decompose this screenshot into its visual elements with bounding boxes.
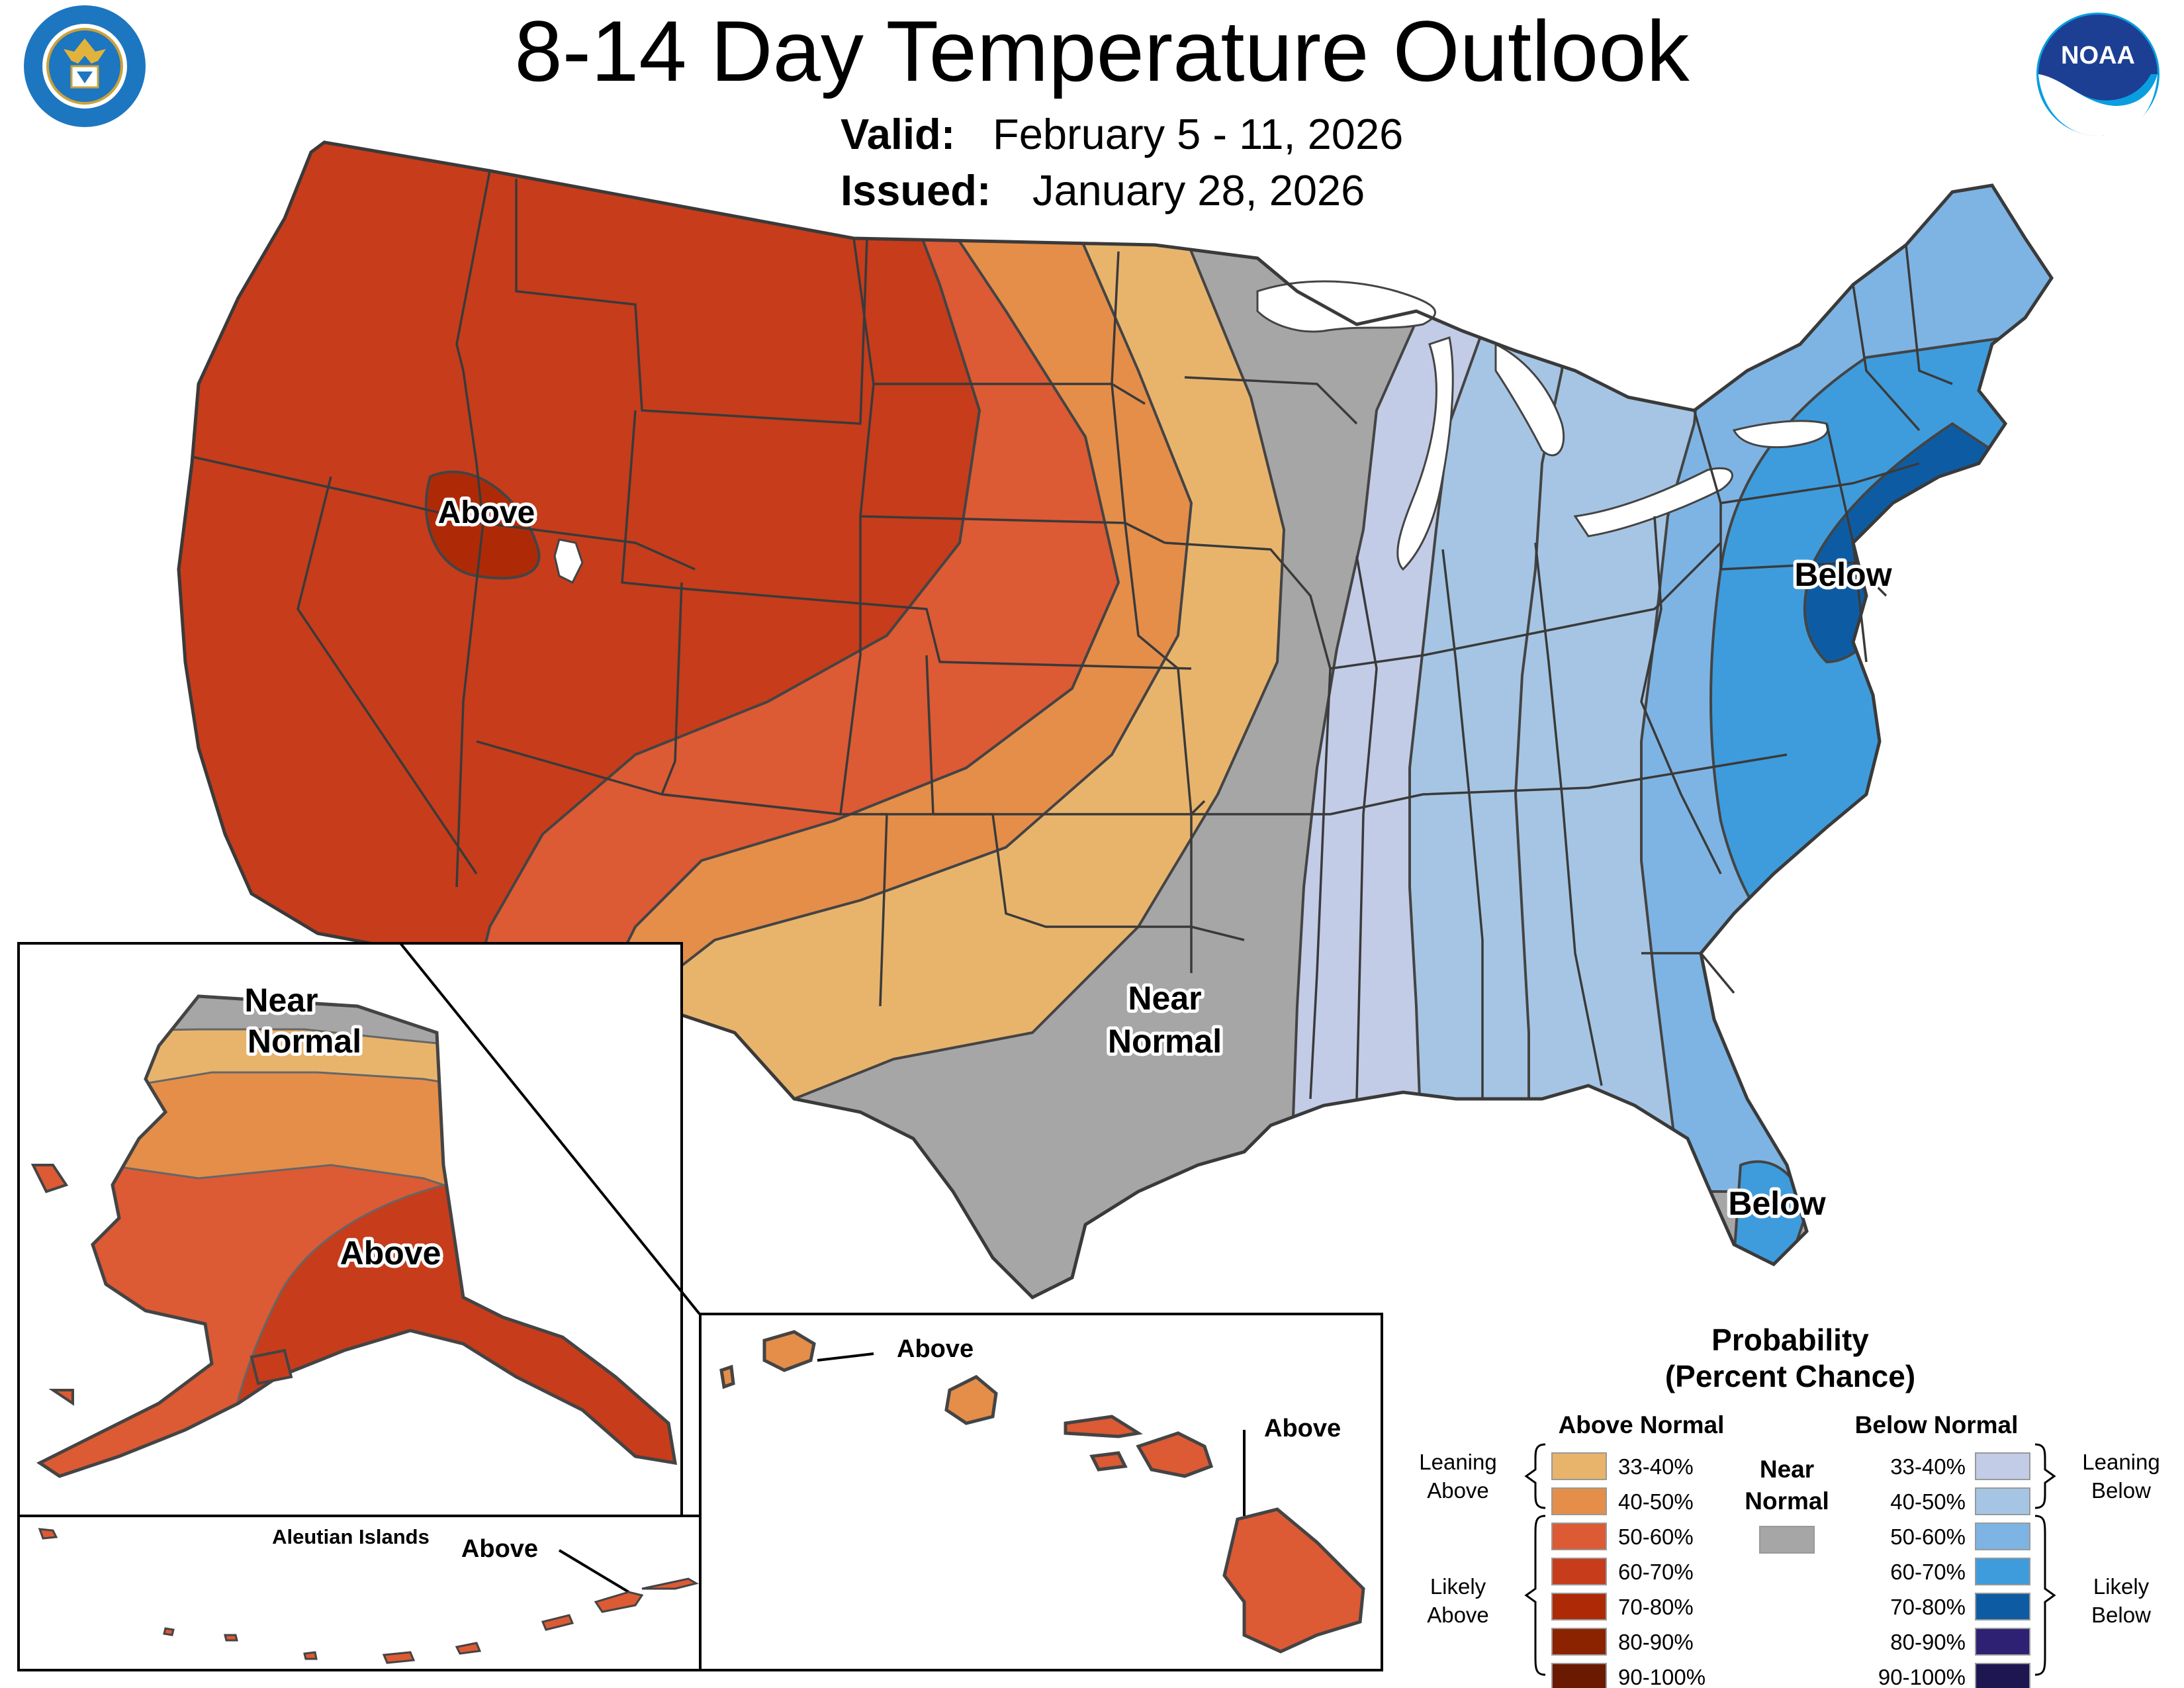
legend-leaning-below-line1: Leaning (2082, 1450, 2160, 1474)
legend-below-swatch-4 (1975, 1593, 2030, 1620)
legend-above-swatch-6 (1551, 1663, 1607, 1688)
issued-date: January 28, 2026 (1032, 166, 1365, 214)
lanai-island (1089, 1451, 1128, 1472)
legend-likely-below-line1: Likely (2093, 1574, 2150, 1599)
legend-below-swatch-1 (1975, 1487, 2030, 1515)
legend-below-label-4: 70-80% (1890, 1595, 1966, 1619)
hawaii-islands (719, 1330, 1365, 1654)
noaa-logo-text: NOAA (2061, 42, 2135, 70)
conus-near-normal-label-line1: Near (1128, 980, 1201, 1017)
legend-below-label-3: 60-70% (1890, 1560, 1966, 1584)
hawaii-above-big-island-label: Above (1264, 1415, 1341, 1442)
legend-below-swatch-0 (1975, 1452, 2030, 1480)
legend-above-label-6: 90-100% (1618, 1665, 1706, 1688)
legend-below-label-0: 33-40% (1890, 1454, 1966, 1479)
legend-below-rows: 33-40% 40-50% 50-60% 60-70% 70-80% 80-90% 90-1… (1878, 1452, 2030, 1688)
legend-below-swatch-3 (1975, 1558, 2030, 1585)
alaska-near-normal-label-line2: Normal (248, 1023, 361, 1060)
legend-near-line1: Near (1760, 1456, 1814, 1483)
molokai-island (1064, 1415, 1143, 1438)
legend-likely-above-line2: Above (1427, 1603, 1489, 1627)
legend-above-swatch-0 (1551, 1452, 1607, 1480)
legend-leaning-above-line2: Above (1427, 1478, 1489, 1503)
aleutian-leader-line (558, 1549, 630, 1593)
oahu-island (944, 1375, 998, 1425)
legend-title-line2: (Percent Chance) (1665, 1359, 1915, 1393)
hawaii-kauai-leader-line (817, 1352, 874, 1362)
legend-above-swatch-4 (1551, 1593, 1607, 1620)
legend-leaning-below-line2: Below (2091, 1478, 2151, 1503)
alaska-inset-connector (399, 942, 701, 1315)
legend-above-swatch-5 (1551, 1628, 1607, 1656)
alaska-above-label: Above (340, 1235, 441, 1272)
conus-above-label: Above (438, 495, 535, 530)
legend-above-rows: 33-40% 40-50% 50-60% 60-70% 70-80% 80-90% 90-1… (1551, 1452, 1706, 1688)
aleutian-above-label: Above (461, 1535, 538, 1563)
conus-below-ne-label: Below (1794, 556, 1891, 593)
big-island (1222, 1507, 1365, 1654)
commerce-seal-icon (24, 5, 146, 127)
kauai-island (762, 1330, 816, 1372)
legend-below-swatch-6 (1975, 1663, 2030, 1688)
great-lakes (1256, 280, 1829, 571)
conus-near-normal-label-line2: Normal (1108, 1023, 1222, 1060)
legend-leaning-above-line1: Leaning (1419, 1450, 1496, 1474)
page-title: 8-14 Day Temperature Outlook (514, 3, 1690, 99)
legend-below-label-1: 40-50% (1890, 1489, 1966, 1514)
legend-above-swatch-1 (1551, 1487, 1607, 1515)
legend-title-line1: Probability (1711, 1323, 1869, 1357)
maui-island (1136, 1431, 1214, 1478)
legend-below-label-6: 90-100% (1878, 1665, 1966, 1688)
legend-above-label-3: 60-70% (1618, 1560, 1694, 1584)
noaa-logo-icon: NOAA (2036, 13, 2160, 136)
legend-above-label-2: 50-60% (1618, 1524, 1694, 1549)
legend-likely-above-line1: Likely (1430, 1574, 1486, 1599)
legend-below-header: Below Normal (1855, 1411, 2019, 1438)
legend-above-label-0: 33-40% (1618, 1454, 1694, 1479)
legend-above-swatch-2 (1551, 1523, 1607, 1550)
legend-near-swatch (1759, 1526, 1815, 1554)
legend-above-label-1: 40-50% (1618, 1489, 1694, 1514)
legend: Probability (Percent Chance) Above Norma… (1419, 1323, 2160, 1688)
issued-label: Issued: (841, 166, 991, 214)
niihau-island (719, 1364, 735, 1389)
legend-likely-below-line2: Below (2091, 1603, 2151, 1627)
hawaii-above-kauai-label: Above (897, 1335, 974, 1363)
aleutian-islands-shapes (38, 1528, 699, 1664)
valid-label: Valid: (841, 110, 955, 158)
aleutian-inset-frame (17, 1515, 702, 1671)
legend-below-swatch-2 (1975, 1523, 2030, 1550)
legend-above-label-4: 70-80% (1618, 1595, 1694, 1619)
great-salt-lake (553, 538, 584, 585)
legend-near-line2: Normal (1745, 1487, 1829, 1515)
alaska-near-normal-label-line1: Near (244, 982, 318, 1019)
legend-below-swatch-5 (1975, 1628, 2030, 1656)
legend-above-swatch-3 (1551, 1558, 1607, 1585)
valid-dates: February 5 - 11, 2026 (993, 110, 1403, 158)
legend-above-header: Above Normal (1559, 1411, 1725, 1438)
legend-below-label-2: 50-60% (1890, 1524, 1966, 1549)
state-boundaries (191, 170, 1953, 1100)
legend-below-label-5: 80-90% (1890, 1630, 1966, 1654)
conus-below-fl-label: Below (1728, 1185, 1825, 1222)
legend-above-label-5: 80-90% (1618, 1630, 1694, 1654)
legend-braces (1524, 1443, 2056, 1676)
aleutian-islands-title: Aleutian Islands (272, 1525, 430, 1548)
